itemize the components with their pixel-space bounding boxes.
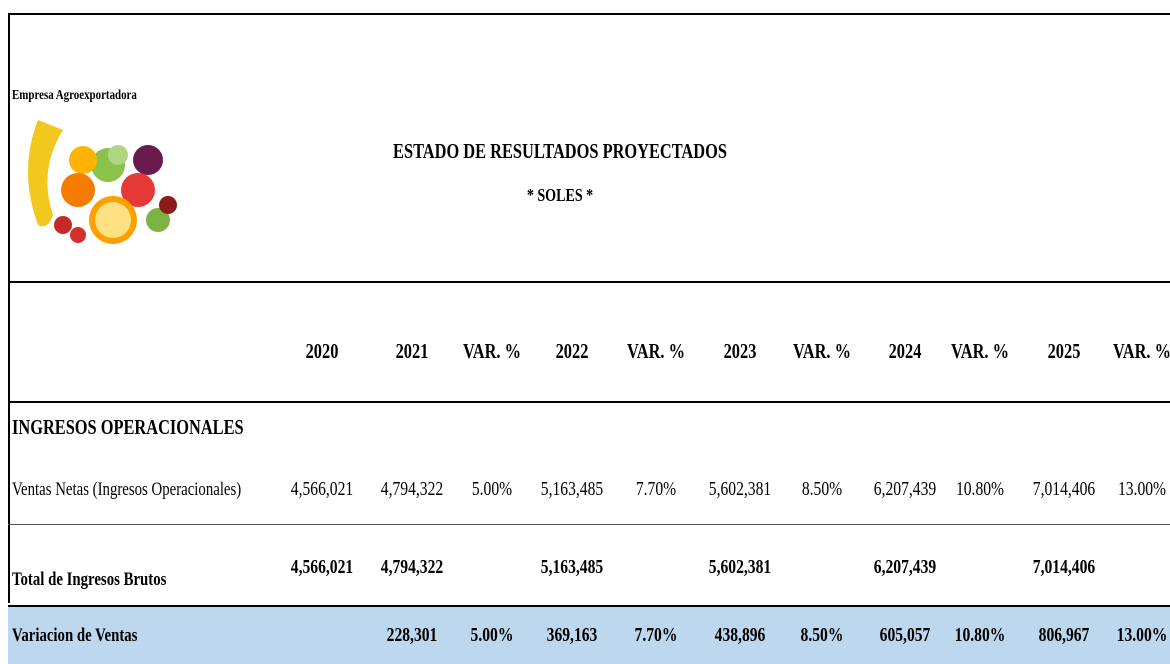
column-header: VAR. % [793, 339, 851, 364]
row-label: Variacion de Ventas [12, 624, 138, 646]
cell: 4,794,322 [380, 478, 444, 500]
cell: 5.00% [471, 478, 513, 500]
cell: 5,602,381 [708, 478, 772, 500]
column-header: 2023 [723, 339, 757, 364]
cell: 7.70% [635, 478, 677, 500]
row-label: Ventas Netas (Ingresos Operacionales) [12, 478, 242, 500]
cell: 7,014,406 [1032, 478, 1096, 500]
border [8, 13, 1170, 15]
cell: 4,566,021 [290, 478, 354, 500]
border [8, 281, 1170, 283]
cell: 605,057 [879, 624, 931, 646]
cell: 806,967 [1038, 624, 1090, 646]
cell: 369,163 [546, 624, 598, 646]
cell: 7.70% [634, 624, 678, 646]
cell: 228,301 [386, 624, 438, 646]
column-header: 2025 [1047, 339, 1081, 364]
cell: 8.50% [801, 478, 843, 500]
company-name: Empresa Agroexportadora [12, 87, 137, 103]
highlight-row [8, 605, 1170, 664]
report-subtitle: * SOLES * [526, 185, 594, 206]
cell: 6,207,439 [873, 478, 937, 500]
cell: 4,794,322 [380, 556, 444, 578]
section-label: INGRESOS OPERACIONALES [12, 415, 244, 440]
column-header: VAR. % [627, 339, 685, 364]
border [8, 524, 1170, 525]
cell: 10.80% [954, 624, 1006, 646]
cell: 13.00% [1116, 624, 1168, 646]
report-title: ESTADO DE RESULTADOS PROYECTADOS [393, 139, 727, 164]
row-label: Total de Ingresos Brutos [12, 568, 167, 590]
column-header: 2022 [555, 339, 589, 364]
column-header: VAR. % [951, 339, 1009, 364]
cell: 7,014,406 [1032, 556, 1096, 578]
cell: 10.80% [955, 478, 1005, 500]
cell: 5,163,485 [540, 478, 604, 500]
column-header: 2020 [305, 339, 339, 364]
column-header: 2021 [395, 339, 429, 364]
cell: 5.00% [470, 624, 514, 646]
column-header: VAR. % [463, 339, 521, 364]
cell: 6,207,439 [873, 556, 937, 578]
fruit-image [28, 120, 177, 244]
cell: 13.00% [1117, 478, 1167, 500]
border [8, 401, 1170, 403]
column-header: 2024 [888, 339, 922, 364]
cell: 5,163,485 [540, 556, 604, 578]
border [8, 13, 10, 603]
cell: 8.50% [800, 624, 844, 646]
cell: 4,566,021 [290, 556, 354, 578]
cell: 5,602,381 [708, 556, 772, 578]
cell: 438,896 [714, 624, 766, 646]
column-header: VAR. % [1113, 339, 1170, 364]
